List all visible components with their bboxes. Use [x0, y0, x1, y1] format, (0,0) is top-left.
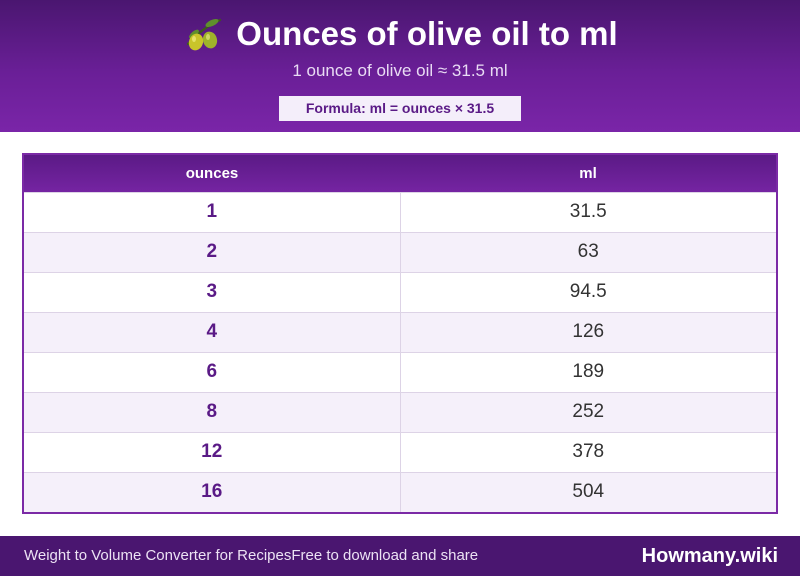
header: Ounces of olive oil to ml 1 ounce of oli…: [0, 0, 800, 132]
conversion-table-grid: ounces ml 1 31.5 2 63 3 94.5 4 126 6: [24, 155, 776, 512]
table-row: 12 378: [24, 431, 776, 472]
footer-share-text: Free to download and share: [291, 547, 479, 564]
footer-brand-link[interactable]: Howmany.wiki: [641, 545, 778, 567]
table-row: 4 126: [24, 311, 776, 352]
ml-cell: 31.5: [399, 191, 776, 232]
footer-converter-link[interactable]: Weight to Volume Converter for Recipes: [24, 547, 292, 564]
ml-cell: 504: [399, 471, 776, 512]
ounces-cell: 2: [24, 231, 400, 272]
ounces-cell: 16: [24, 471, 400, 512]
table-row: 3 94.5: [24, 271, 776, 312]
column-header-ml: ml: [400, 155, 776, 192]
table-row: 16 504: [24, 471, 776, 512]
page-title: Ounces of olive oil to ml: [236, 15, 618, 52]
formula-badge: Formula: ml = ounces × 31.5: [279, 96, 521, 121]
table-header-row: ounces ml: [24, 155, 776, 192]
title-row: Ounces of olive oil to ml: [0, 14, 800, 54]
ounces-cell: 6: [24, 351, 400, 392]
ml-cell: 94.5: [399, 271, 776, 312]
table-row: 1 31.5: [24, 191, 776, 232]
ml-cell: 378: [399, 431, 776, 472]
page-subtitle: 1 ounce of olive oil ≈ 31.5 ml: [292, 61, 508, 80]
ounces-cell: 12: [24, 431, 400, 472]
table-row: 8 252: [24, 391, 776, 432]
ounces-cell: 3: [24, 271, 400, 312]
olive-icon: [187, 18, 222, 51]
ml-cell: 252: [399, 391, 776, 432]
footer: Weight to Volume Converter for RecipesFr…: [0, 536, 800, 576]
ounces-cell: 8: [24, 391, 400, 432]
ml-cell: 126: [399, 311, 776, 352]
ml-cell: 63: [399, 231, 776, 272]
table-row: 2 63: [24, 231, 776, 272]
footer-caption: Weight to Volume Converter for RecipesFr…: [24, 536, 478, 576]
ounces-cell: 4: [24, 311, 400, 352]
table-row: 6 189: [24, 351, 776, 392]
ounces-cell: 1: [24, 191, 400, 232]
column-header-ounces: ounces: [24, 155, 400, 192]
ml-cell: 189: [399, 351, 776, 392]
conversion-table: ounces ml 1 31.5 2 63 3 94.5 4 126 6: [22, 153, 778, 514]
